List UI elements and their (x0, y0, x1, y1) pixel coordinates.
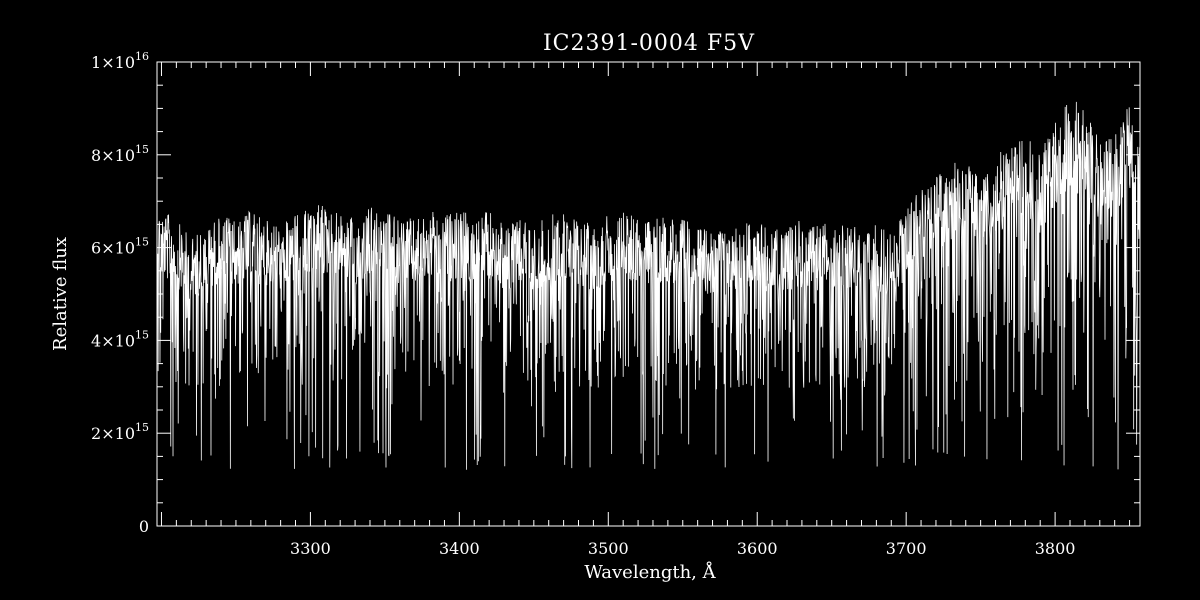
y-axis-label: Relative flux (50, 237, 71, 351)
y-tick-label: 8×1015 (91, 143, 149, 165)
y-tick-label: 6×1015 (91, 236, 149, 258)
y-axis: 0 2×1015 4×1015 6×1015 8×1015 1×1016 (91, 50, 1140, 536)
x-axis-label: Wavelength, Å (584, 561, 716, 583)
x-tick-label: 3700 (886, 539, 927, 558)
y-tick-label: 1×1016 (91, 50, 149, 72)
flux-spectrum-line (157, 101, 1140, 470)
x-tick-label: 3400 (439, 539, 480, 558)
x-tick-label: 3800 (1035, 539, 1076, 558)
y-tick-label: 2×1015 (91, 421, 149, 443)
x-axis: 3300 3400 3500 3600 3700 3800 (160, 62, 1131, 558)
x-tick-label: 3300 (290, 539, 331, 558)
x-tick-label: 3500 (588, 539, 629, 558)
y-tick-label: 0 (139, 517, 149, 536)
plot-frame (156, 61, 1141, 527)
y-tick-label: 4×1015 (91, 328, 149, 350)
flux-series-layer (157, 101, 1140, 470)
chart-title: IC2391-0004 F5V (543, 31, 755, 56)
x-tick-label: 3600 (737, 539, 778, 558)
